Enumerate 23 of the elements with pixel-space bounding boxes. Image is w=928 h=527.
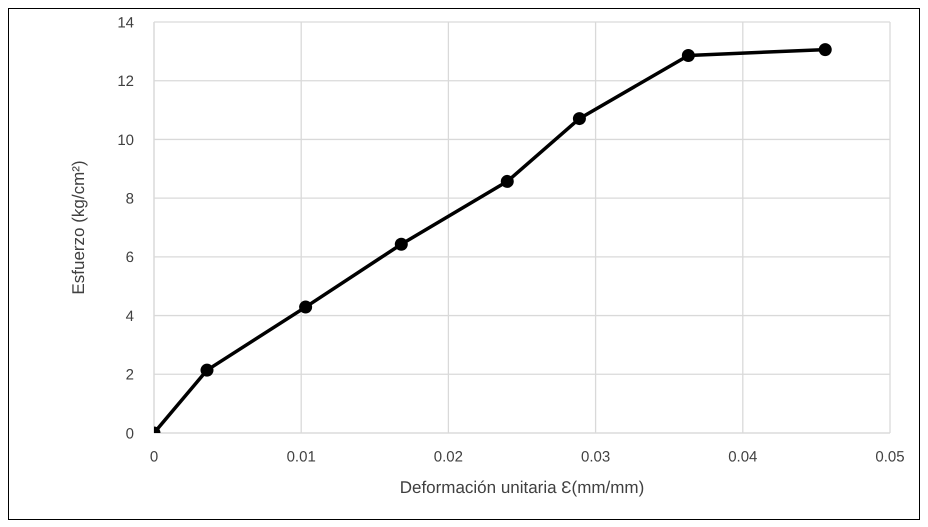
- y-tick-label: 14: [117, 14, 134, 32]
- y-tick-label: 8: [126, 190, 134, 208]
- x-tick-label: 0: [150, 448, 158, 466]
- point: [818, 43, 832, 56]
- y-tick-label: 10: [117, 132, 134, 149]
- y-tick-label: 12: [117, 73, 134, 90]
- y-tick-label: 2: [126, 366, 134, 384]
- y-tick-label: 0: [126, 425, 134, 442]
- x-tick-label: 0.02: [434, 448, 463, 466]
- point: [200, 364, 214, 377]
- point: [500, 174, 514, 188]
- point: [682, 48, 695, 62]
- x-axis-title: Deformación unitaria Ɛ(mm/mm): [400, 478, 644, 497]
- x-tick-label: 0.05: [875, 448, 905, 466]
- y-tick-label: 4: [126, 308, 134, 325]
- y-axis-title: Esfuerzo (kg/cm²): [69, 160, 88, 295]
- x-tick-label: 0.03: [581, 448, 610, 466]
- y-tick-label: 6: [126, 249, 134, 266]
- x-tick-label: 0.01: [286, 448, 316, 466]
- point: [299, 300, 312, 314]
- point: [572, 112, 586, 126]
- x-tick-label: 0.04: [728, 448, 758, 466]
- point: [394, 238, 408, 251]
